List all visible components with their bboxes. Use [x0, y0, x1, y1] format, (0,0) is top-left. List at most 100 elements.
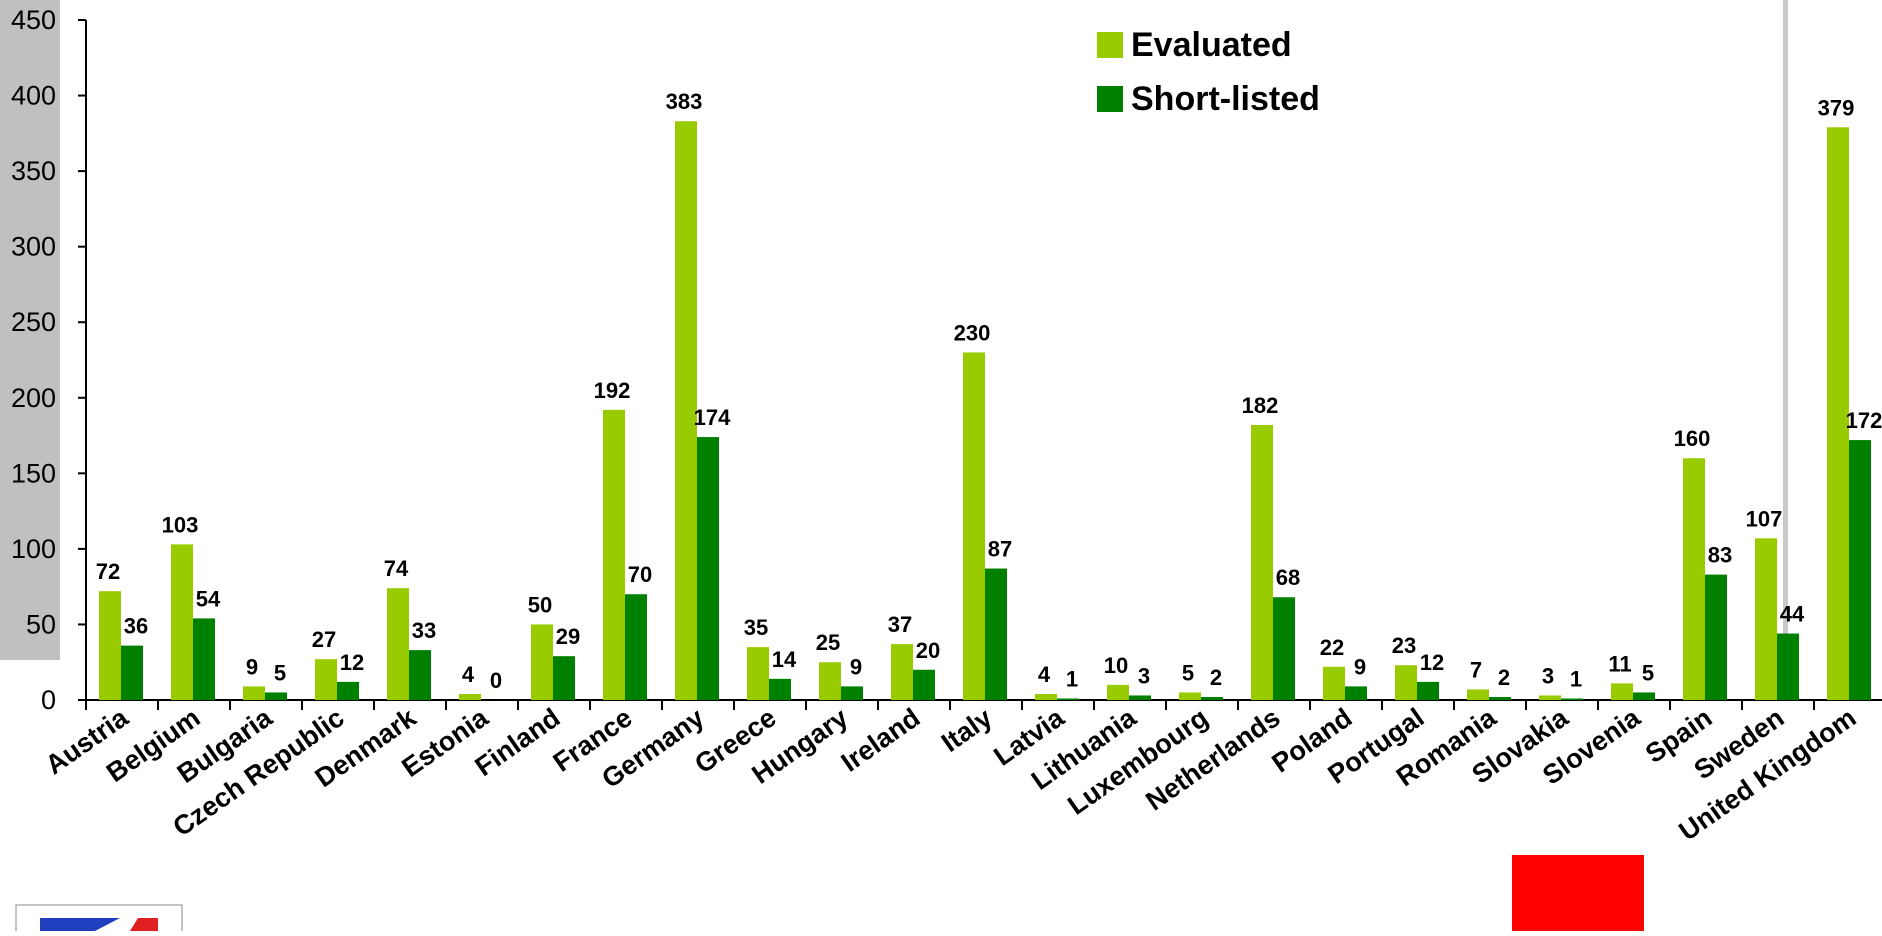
- legend-swatch-short-listed: [1097, 86, 1123, 112]
- data-label-short-listed: 1: [1066, 666, 1078, 691]
- bar-evaluated: [171, 544, 193, 700]
- data-label-evaluated: 74: [384, 556, 409, 581]
- bar-short-listed: [1057, 698, 1079, 700]
- data-label-evaluated: 4: [1038, 662, 1051, 687]
- bar-short-listed: [1345, 686, 1367, 700]
- bar-short-listed: [1273, 597, 1295, 700]
- bar-evaluated: [747, 647, 769, 700]
- data-label-evaluated: 160: [1674, 426, 1711, 451]
- bar-evaluated: [1539, 695, 1561, 700]
- data-label-short-listed: 0: [490, 668, 502, 693]
- data-label-evaluated: 37: [888, 612, 912, 637]
- bar-short-listed: [265, 692, 287, 700]
- axes: 050100150200250300350400450AustriaBelgiu…: [11, 5, 1882, 846]
- bar-evaluated: [315, 659, 337, 700]
- bar-evaluated: [1323, 666, 1345, 700]
- y-tick-label: 400: [11, 81, 56, 111]
- y-tick-label: 50: [26, 609, 56, 639]
- data-label-evaluated: 192: [594, 378, 631, 403]
- data-label-short-listed: 54: [196, 586, 221, 611]
- bar-short-listed: [1633, 692, 1655, 700]
- data-label-evaluated: 107: [1746, 506, 1783, 531]
- bar-evaluated: [1683, 458, 1705, 700]
- data-label-short-listed: 36: [124, 614, 148, 639]
- data-label-evaluated: 379: [1818, 95, 1855, 120]
- data-label-short-listed: 87: [988, 537, 1012, 562]
- bar-evaluated: [1251, 424, 1273, 700]
- data-label-evaluated: 22: [1320, 635, 1344, 660]
- bar-short-listed: [337, 681, 359, 700]
- data-label-evaluated: 103: [162, 512, 199, 537]
- data-label-short-listed: 3: [1138, 663, 1150, 688]
- bar-evaluated: [819, 662, 841, 700]
- data-label-evaluated: 23: [1392, 633, 1416, 658]
- data-label-short-listed: 9: [850, 654, 862, 679]
- data-label-short-listed: 33: [412, 618, 436, 643]
- red-block-decoration: [1512, 855, 1644, 931]
- data-label-short-listed: 70: [628, 562, 652, 587]
- data-label-short-listed: 2: [1498, 665, 1510, 690]
- bar-evaluated: [675, 121, 697, 700]
- data-label-evaluated: 10: [1104, 653, 1128, 678]
- x-category-label: Italy: [936, 702, 997, 758]
- bar-short-listed: [841, 686, 863, 700]
- bar-evaluated: [1035, 693, 1057, 700]
- y-tick-label: 250: [11, 307, 56, 337]
- bar-short-listed: [697, 437, 719, 700]
- data-label-short-listed: 12: [1420, 650, 1444, 675]
- data-label-evaluated: 383: [666, 89, 703, 114]
- bar-short-listed: [1777, 633, 1799, 700]
- bar-evaluated: [1755, 538, 1777, 700]
- data-label-short-listed: 14: [772, 647, 797, 672]
- bar-short-listed: [409, 650, 431, 700]
- bar-short-listed: [1201, 696, 1223, 700]
- data-label-evaluated: 230: [954, 320, 991, 345]
- data-label-evaluated: 27: [312, 627, 336, 652]
- legend-label-short-listed: Short-listed: [1131, 80, 1320, 118]
- data-label-short-listed: 2: [1210, 665, 1222, 690]
- y-tick-label: 200: [11, 383, 56, 413]
- bar-short-listed: [553, 656, 575, 700]
- data-label-evaluated: 11: [1608, 651, 1631, 676]
- bar-evaluated: [1179, 692, 1201, 700]
- bar-short-listed: [1561, 698, 1583, 700]
- data-label-short-listed: 68: [1276, 565, 1300, 590]
- y-tick-label: 300: [11, 232, 56, 262]
- data-label-short-listed: 20: [916, 638, 940, 663]
- legend-label-evaluated: Evaluated: [1131, 26, 1292, 64]
- bar-short-listed: [1705, 574, 1727, 700]
- data-label-evaluated: 182: [1242, 393, 1279, 418]
- data-label-evaluated: 9: [246, 654, 258, 679]
- data-label-short-listed: 44: [1780, 602, 1805, 627]
- y-tick-label: 150: [11, 458, 56, 488]
- logo: [15, 904, 183, 936]
- bar-short-listed: [193, 618, 215, 700]
- legend: Evaluated Short-listed: [1097, 26, 1320, 118]
- bar-short-listed: [1489, 696, 1511, 700]
- legend-swatch-evaluated: [1097, 32, 1123, 58]
- bar-evaluated: [99, 591, 121, 700]
- bar-evaluated: [1395, 665, 1417, 700]
- data-label-short-listed: 1: [1570, 666, 1582, 691]
- bar-short-listed: [769, 678, 791, 700]
- right-vertical-divider: [1783, 0, 1788, 640]
- data-label-short-listed: 29: [556, 624, 580, 649]
- data-label-short-listed: 174: [694, 405, 731, 430]
- bar-evaluated: [1827, 127, 1849, 701]
- x-category-label: Ireland: [836, 702, 926, 777]
- bar-short-listed: [121, 645, 143, 700]
- data-label-evaluated: 25: [816, 630, 840, 655]
- data-label-short-listed: 5: [1642, 660, 1654, 685]
- bar-short-listed: [985, 568, 1007, 700]
- bar-evaluated: [603, 409, 625, 700]
- bar-short-listed: [913, 669, 935, 700]
- bar-short-listed: [1129, 695, 1151, 700]
- bars: [99, 121, 1871, 701]
- y-tick-label: 0: [41, 685, 56, 715]
- data-label-short-listed: 5: [274, 660, 286, 685]
- bar-evaluated: [1107, 684, 1129, 700]
- y-tick-label: 450: [11, 5, 56, 35]
- data-label-evaluated: 3: [1542, 663, 1554, 688]
